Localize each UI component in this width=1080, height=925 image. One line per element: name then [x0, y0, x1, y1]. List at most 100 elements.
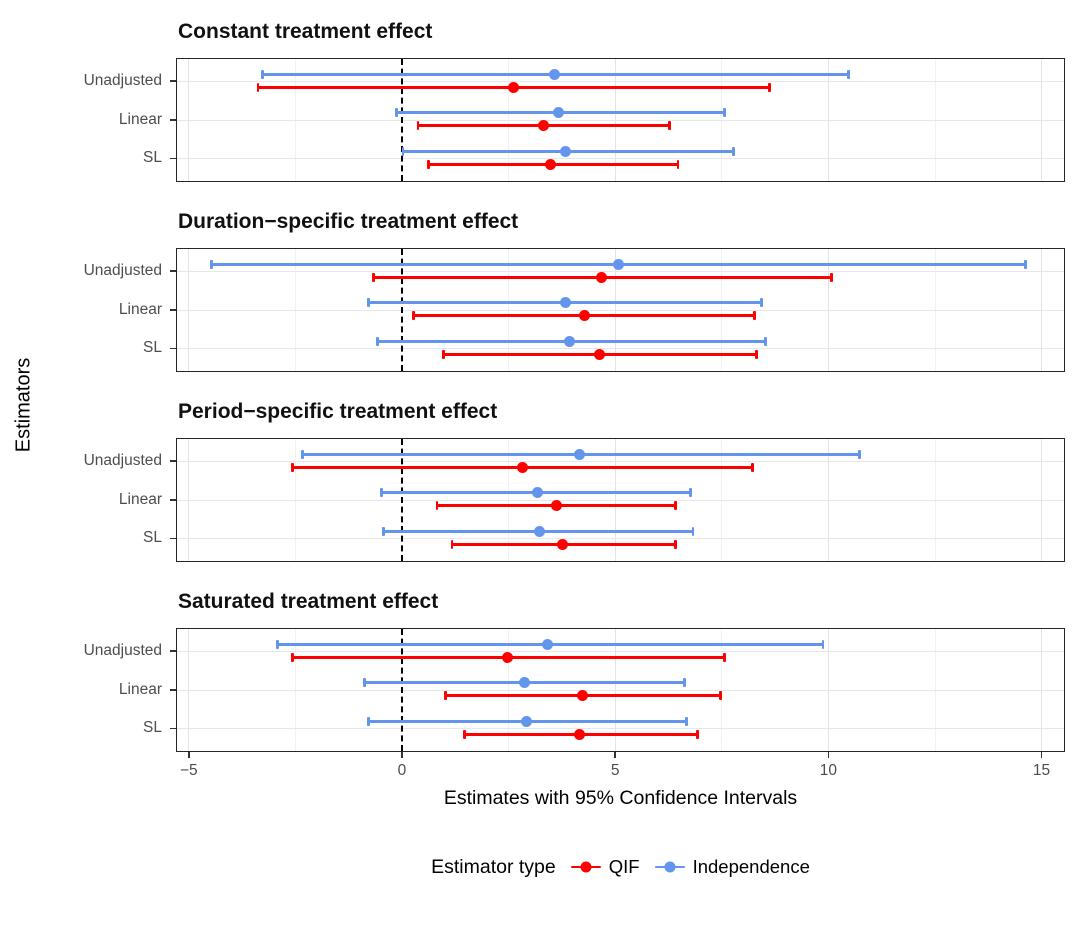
gridline-horizontal: [177, 348, 1064, 350]
ci-cap-upper: [753, 311, 757, 321]
ci-cap-upper: [847, 69, 850, 79]
estimate-point-qif: [557, 538, 569, 550]
estimate-point-independence: [548, 68, 560, 80]
y-tick-mark: [170, 308, 176, 311]
estimate-point-qif: [576, 690, 588, 702]
row-label: Unadjusted: [83, 72, 162, 90]
x-tick-label: 5: [610, 761, 620, 779]
panel-title: Period−specific treatment effect: [178, 400, 498, 423]
zero-reference-line: [400, 629, 403, 751]
estimate-point-qif: [544, 158, 556, 170]
gridline-horizontal: [177, 158, 1064, 160]
y-tick-mark: [170, 460, 176, 462]
panel-title: Constant treatment effect: [178, 20, 433, 43]
ci-cap-lower: [395, 108, 398, 118]
ci-cap-lower: [401, 146, 405, 156]
gridline-horizontal: [177, 689, 1064, 691]
ci-cap-upper: [857, 449, 861, 459]
ci-cap-upper: [732, 146, 735, 156]
y-tick-mark: [170, 118, 176, 121]
ci-cap-lower: [367, 716, 371, 726]
estimate-point-independence: [542, 638, 554, 650]
ci-cap-upper: [830, 272, 833, 282]
row-label: SL: [143, 529, 162, 547]
gridline-horizontal: [177, 650, 1064, 652]
estimate-point-independence: [574, 448, 586, 460]
legend-entries: QIF Independence: [570, 856, 810, 878]
gridline-horizontal: [177, 119, 1064, 121]
legend-key-independence: [654, 856, 685, 878]
ci-cap-upper: [764, 336, 767, 346]
y-tick-mark: [170, 498, 176, 501]
estimate-point-independence: [553, 107, 565, 119]
estimate-point-qif: [516, 461, 528, 473]
y-tick-mark: [170, 537, 176, 540]
ci-cap-lower: [416, 121, 420, 131]
ci-cap-lower: [450, 539, 454, 549]
legend-title: Estimator type: [431, 855, 556, 878]
ci-cap-lower: [380, 488, 384, 498]
ci-cap-upper: [695, 729, 699, 739]
x-tick-mark: [187, 751, 190, 758]
row-label: Linear: [118, 300, 162, 318]
row-label: Linear: [118, 490, 162, 508]
ci-cap-lower: [463, 729, 467, 739]
zero-reference-line: [400, 439, 403, 561]
estimate-point-independence: [531, 487, 543, 499]
legend-label: QIF: [608, 856, 640, 877]
ci-cap-upper: [682, 678, 686, 688]
panel: [176, 628, 1065, 752]
ci-cap-upper: [723, 108, 727, 118]
ci-cap-upper: [668, 121, 671, 131]
y-tick-mark: [170, 727, 176, 730]
y-tick-mark: [170, 270, 176, 272]
estimate-point-independence: [563, 335, 575, 347]
y-tick-mark: [170, 347, 176, 350]
ci-cap-lower: [363, 678, 366, 688]
ci-cap-lower: [275, 639, 279, 649]
ci-cap-upper: [674, 539, 678, 549]
ci-cap-upper: [723, 652, 727, 662]
ci-cap-lower: [301, 449, 305, 459]
estimate-point-qif: [574, 728, 586, 740]
row-label: SL: [143, 339, 162, 357]
y-axis-title: Estimators: [12, 357, 35, 453]
row-label: Linear: [118, 110, 162, 128]
ci-cap-upper: [685, 716, 688, 726]
estimate-point-qif: [593, 348, 605, 360]
ci-cap-lower: [371, 272, 375, 282]
estimate-point-independence: [559, 297, 571, 309]
gridline-horizontal: [177, 538, 1064, 540]
x-tick-label: −5: [179, 761, 198, 779]
ci-cap-upper: [676, 159, 680, 169]
estimate-point-independence: [612, 258, 624, 270]
estimate-point-independence: [521, 715, 533, 727]
ci-cap-lower: [256, 82, 260, 92]
row-label: Unadjusted: [83, 642, 162, 660]
x-tick-mark: [401, 751, 403, 758]
x-tick-mark: [614, 751, 616, 758]
row-label: SL: [143, 149, 162, 167]
panel: [176, 438, 1065, 562]
ci-cap-lower: [260, 69, 264, 79]
ci-cap-upper: [689, 488, 693, 498]
gridline-horizontal: [177, 460, 1064, 462]
x-tick-label: 15: [1032, 761, 1051, 779]
legend-label: Independence: [692, 856, 810, 877]
ci-cap-lower: [209, 259, 213, 269]
legend-entry: Independence: [654, 856, 810, 878]
estimate-point-qif: [578, 310, 590, 322]
zero-reference-line: [400, 249, 403, 371]
y-tick-mark: [170, 80, 176, 82]
x-tick-mark: [1040, 751, 1043, 758]
ci-cap-lower: [290, 652, 294, 662]
gridline-horizontal: [177, 80, 1064, 82]
y-tick-mark: [170, 650, 176, 652]
panel-title: Duration−specific treatment effect: [178, 210, 519, 233]
ci-cap-upper: [751, 462, 754, 472]
row-label: Unadjusted: [83, 262, 162, 280]
ci-cap-lower: [442, 349, 445, 359]
ci-cap-lower: [367, 298, 371, 308]
ci-cap-lower: [435, 501, 439, 511]
